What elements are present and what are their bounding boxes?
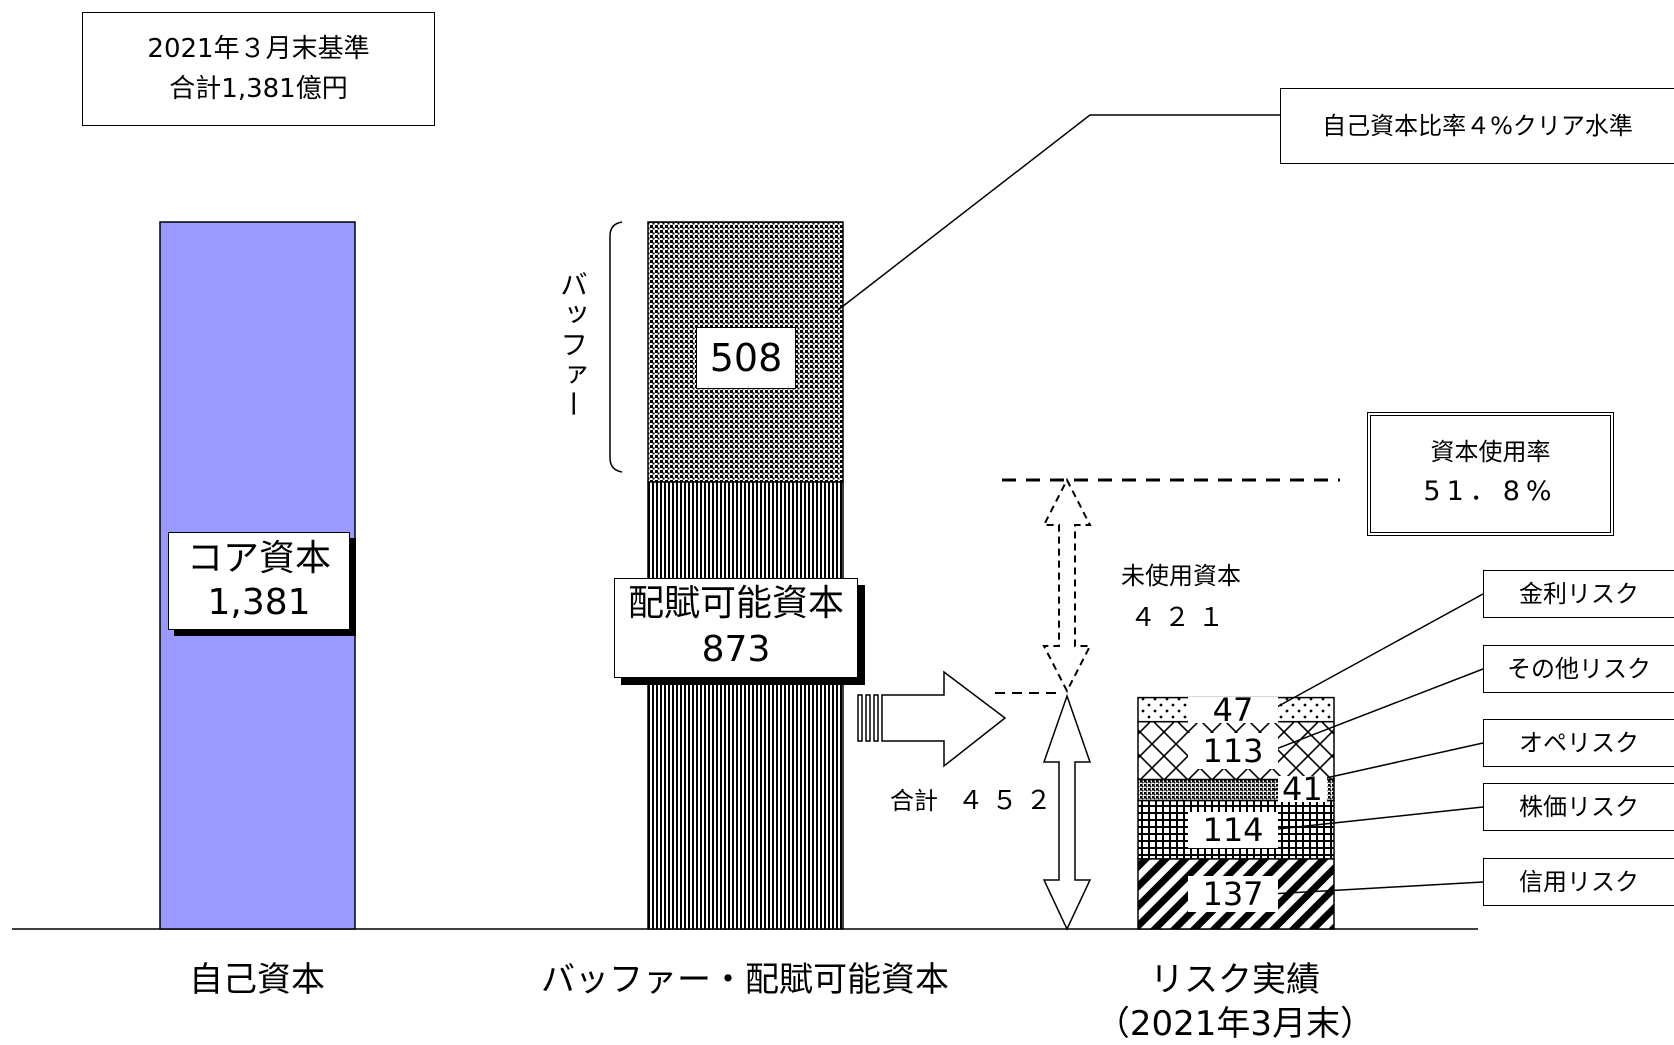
risk-leader-line: [1271, 881, 1484, 895]
total-label: 合計 ４５２: [890, 780, 1060, 817]
bar-allocatable: [647, 481, 844, 930]
core-capital-value: 1,381: [207, 582, 311, 623]
risk-name-box: 金利リスク: [1483, 570, 1674, 618]
allocatable-label: 配賦可能資本 873: [614, 578, 858, 678]
category-label-buffer: バッファー・配賦可能資本: [541, 960, 949, 1000]
category-sublabel-risk: （2021年3月末）: [1095, 1004, 1375, 1044]
total-arrow: [1042, 693, 1092, 931]
risk-name-box: オペリスク: [1483, 719, 1674, 767]
category-label-risk: リスク実績: [1150, 960, 1320, 1000]
buffer-value-label: 508: [696, 327, 796, 389]
unused-capital-arrow: [1042, 477, 1092, 694]
usage-rate-label: 資本使用率: [1430, 438, 1551, 466]
risk-name-box: 信用リスク: [1483, 858, 1674, 906]
risk-name-box: 株価リスク: [1483, 783, 1674, 831]
total-value: ４５２: [957, 786, 1060, 816]
allocatable-value: 873: [701, 629, 771, 670]
buffer-brace: [609, 221, 623, 473]
risk-leader-line: [1271, 668, 1484, 752]
usage-rate-value: 51．8%: [1423, 476, 1558, 507]
risk-leader-line: [1271, 806, 1484, 831]
risk-name-box: その他リスク: [1483, 645, 1674, 693]
category-label-equity: 自己資本: [189, 960, 325, 1000]
core-capital-label: コア資本 1,381: [168, 532, 350, 630]
usage-rate-box: 資本使用率 51．8%: [1367, 412, 1614, 536]
core-capital-name: コア資本: [186, 538, 331, 579]
unused-capital-value: ４２１: [1129, 603, 1232, 633]
header-line-1: 2021年３月末基準: [147, 34, 370, 64]
risk-value-label: 137: [1188, 875, 1278, 912]
risk-leader-line: [1271, 593, 1484, 711]
buffer-side-label: バッファー: [556, 270, 589, 420]
risk-value-label: 114: [1188, 811, 1278, 848]
header-line-2: 合計1,381億円: [169, 74, 348, 104]
unused-capital-label: 未使用資本 ４２１: [1106, 555, 1256, 639]
clear-level-box: 自己資本比率４%クリア水準: [1280, 88, 1674, 164]
buffer-value: 508: [709, 336, 783, 380]
total-name: 合計: [890, 787, 938, 815]
risk-value-label: 47: [1188, 694, 1278, 726]
header-box: 2021年３月末基準 合計1,381億円: [82, 12, 435, 126]
allocation-arrow: [857, 670, 1007, 768]
clear-level-pointer: [837, 114, 1280, 311]
unused-capital-name: 未使用資本: [1121, 562, 1241, 590]
allocatable-name: 配賦可能資本: [627, 583, 844, 624]
risk-value-label: 113: [1188, 732, 1278, 769]
clear-level-text: 自己資本比率４%クリア水準: [1322, 112, 1633, 140]
risk-value-label: 41: [1278, 773, 1327, 805]
